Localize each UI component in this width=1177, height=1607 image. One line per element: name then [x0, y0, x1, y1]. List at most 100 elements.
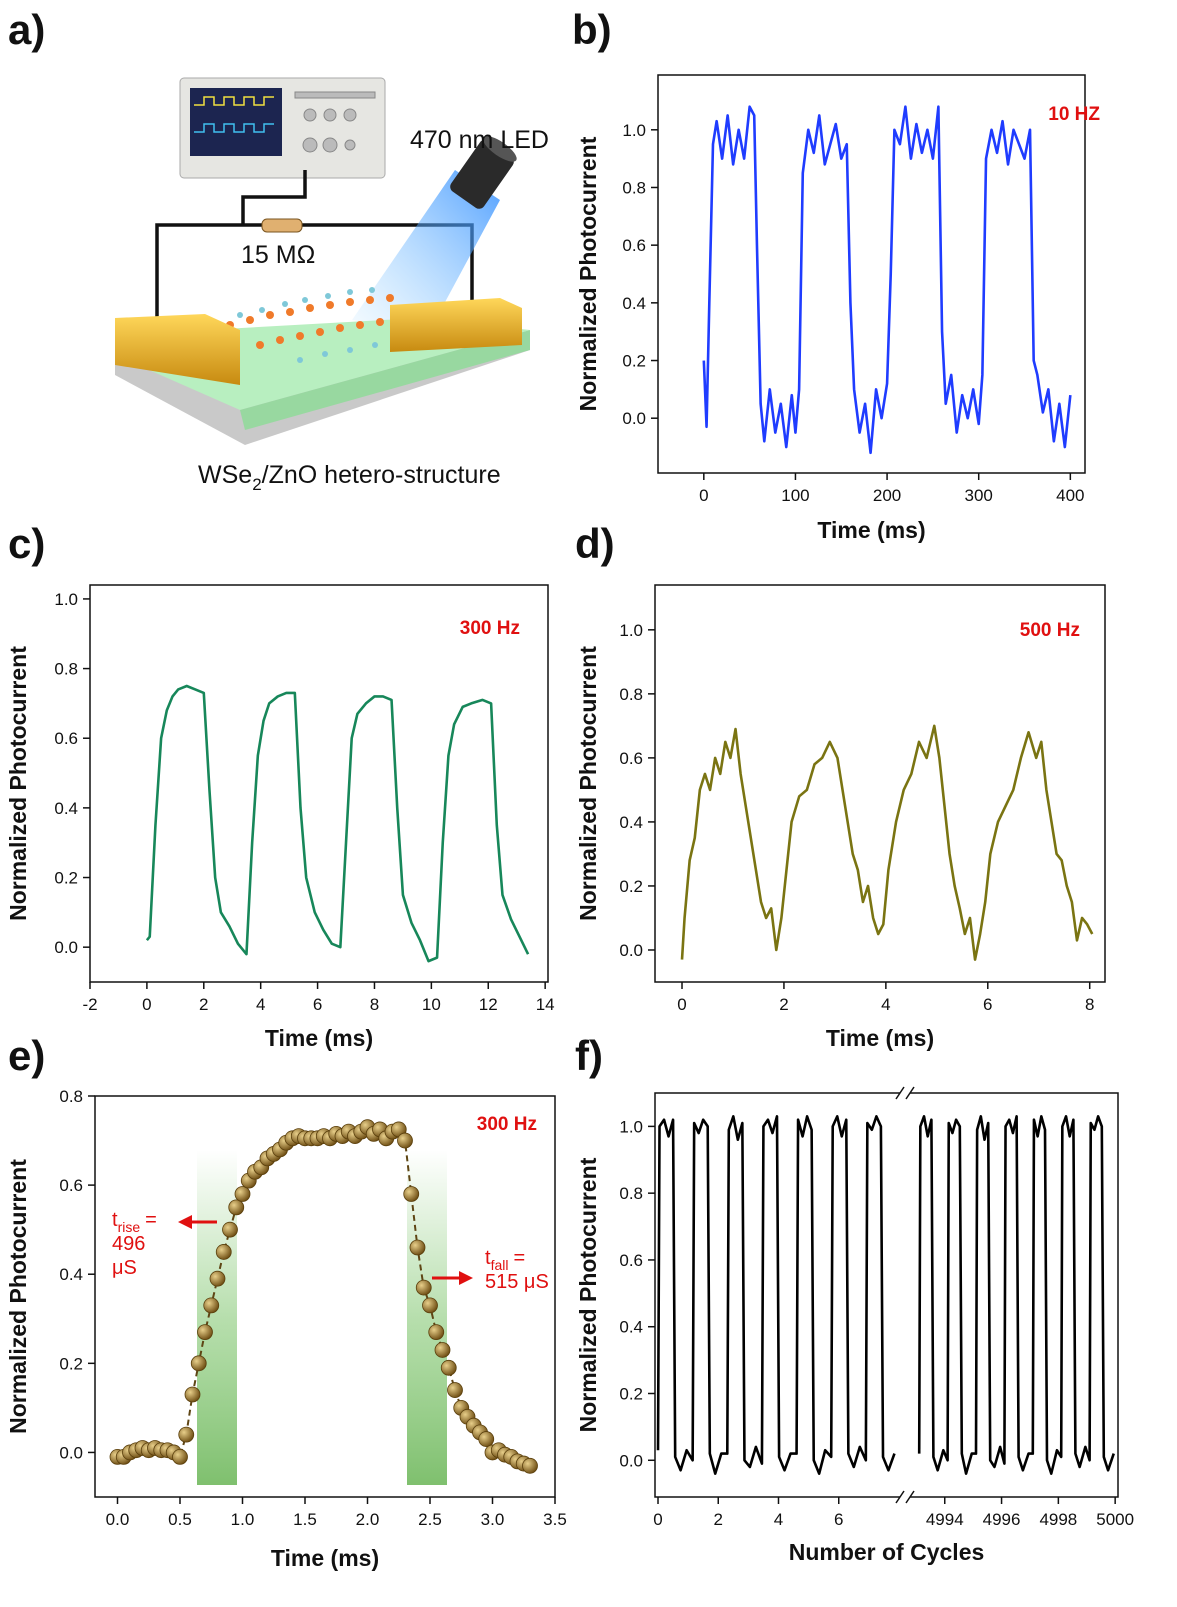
light-beam	[352, 170, 500, 330]
y-tick-label: 0.4	[59, 1265, 83, 1284]
x-tick-label: 2.0	[356, 1510, 380, 1529]
y-tick-label: 0.8	[54, 660, 78, 679]
y-tick-label: 0.6	[619, 1251, 643, 1270]
electrode	[115, 314, 240, 385]
x-tick-label: 1.5	[293, 1510, 317, 1529]
y-tick-label: 0.4	[622, 294, 646, 313]
electrode	[390, 298, 522, 352]
x-tick-label: 0	[677, 995, 686, 1014]
x-tick-label: 3.0	[481, 1510, 505, 1529]
x-tick-label: 0.0	[106, 1510, 130, 1529]
x-tick-label: 8	[1085, 995, 1094, 1014]
data-point	[478, 1431, 495, 1447]
x-tick-label: 2.5	[418, 1510, 442, 1529]
y-tick-label: 0.4	[619, 813, 643, 832]
frequency-label: 300 Hz	[460, 618, 520, 639]
x-tick-label: 6	[983, 995, 992, 1014]
x-tick-label: 2	[779, 995, 788, 1014]
annotation-subscript: fall	[491, 1257, 509, 1273]
frequency-label: 10 HZ	[1048, 104, 1100, 125]
x-tick-label: 10	[422, 995, 441, 1014]
fall-band	[407, 1150, 447, 1485]
axis-break	[895, 1490, 905, 1504]
x-tick-label: 3.5	[543, 1510, 567, 1529]
x-axis-label: Time (ms)	[271, 1545, 379, 1571]
x-tick-label: 4996	[983, 1510, 1021, 1529]
axis-break-gap	[900, 1089, 910, 1097]
annotation-symbol: t	[485, 1247, 491, 1269]
frequency-label: 500 Hz	[1020, 620, 1080, 641]
y-axis-label: Normalized Photocurrent	[575, 136, 601, 411]
x-axis-label: Time (ms)	[265, 1025, 373, 1051]
annotation-arrows	[178, 1215, 473, 1285]
x-tick-label: 6	[313, 995, 322, 1014]
y-tick-label: 0.4	[619, 1318, 643, 1337]
x-tick-label: 0	[142, 995, 151, 1014]
y-tick-label: 0.2	[54, 869, 78, 888]
zno-side	[240, 330, 530, 430]
annotation-text: =	[513, 1247, 525, 1269]
resistor	[261, 218, 303, 233]
x-tick-label: -2	[82, 995, 97, 1014]
data-point	[228, 1199, 245, 1216]
axis-break-gap	[900, 1493, 910, 1501]
data-point	[190, 1355, 207, 1372]
y-tick-label: 0.4	[54, 799, 78, 818]
structure-text: /ZnO hetero-structure	[262, 461, 501, 489]
x-tick-label: 100	[781, 486, 809, 505]
wires	[155, 170, 474, 322]
annotation-text: =	[145, 1209, 157, 1231]
data-point	[440, 1359, 457, 1376]
led	[450, 136, 517, 209]
y-tick-label: 0.0	[59, 1443, 83, 1462]
axis-break	[895, 1086, 905, 1100]
y-tick-label: 0.0	[619, 941, 643, 960]
plot-frame	[654, 1092, 1119, 1498]
x-tick-label: 2	[199, 995, 208, 1014]
annotation-text: 496	[112, 1233, 145, 1255]
y-axis-label: Normalized Photocurrent	[5, 646, 31, 921]
data-point	[428, 1324, 445, 1341]
y-tick-label: 0.8	[619, 1184, 643, 1203]
x-tick-label: 6	[834, 1510, 843, 1529]
plot-frame	[94, 1095, 556, 1498]
x-tick-label: 4998	[1039, 1510, 1077, 1529]
data-point	[178, 1426, 195, 1443]
x-tick-label: 14	[536, 995, 555, 1014]
data-point	[215, 1244, 232, 1260]
plot-frame	[654, 584, 1106, 983]
scope-knobs	[294, 91, 376, 153]
structure-label: WSe2/ZnO hetero-structure	[198, 461, 501, 494]
frequency-label: 300 Hz	[477, 1114, 537, 1135]
panel-label: e)	[8, 1032, 45, 1079]
y-tick-label: 0.0	[622, 409, 646, 428]
panel-label: a)	[8, 6, 45, 53]
x-tick-label: 200	[873, 486, 901, 505]
x-tick-label: 300	[965, 486, 993, 505]
data-point	[409, 1239, 426, 1256]
x-tick-label: 4	[881, 995, 890, 1014]
data-point	[522, 1457, 538, 1474]
x-tick-label: 2	[714, 1510, 723, 1529]
data-point	[203, 1297, 220, 1314]
x-axis-label: Time (ms)	[826, 1025, 934, 1051]
data-line	[702, 105, 1072, 455]
y-tick-label: 0.8	[619, 685, 643, 704]
x-axis-label: Number of Cycles	[789, 1539, 985, 1565]
annotation-symbol: t	[112, 1209, 118, 1231]
resistor-label: 15 MΩ	[241, 241, 315, 269]
y-tick-label: 0.6	[54, 729, 78, 748]
y-tick-label: 1.0	[54, 590, 78, 609]
data-point	[197, 1324, 213, 1341]
y-tick-label: 0.2	[619, 877, 643, 896]
data-line	[656, 1115, 896, 1475]
scope-screen	[190, 88, 282, 156]
y-tick-label: 1.0	[619, 1117, 643, 1136]
data-point	[222, 1221, 238, 1238]
annotation-text: 515 μS	[485, 1271, 549, 1293]
led-label: 470 nm LED	[410, 126, 549, 154]
x-tick-label: 12	[479, 995, 498, 1014]
y-tick-label: 0.0	[54, 938, 78, 957]
